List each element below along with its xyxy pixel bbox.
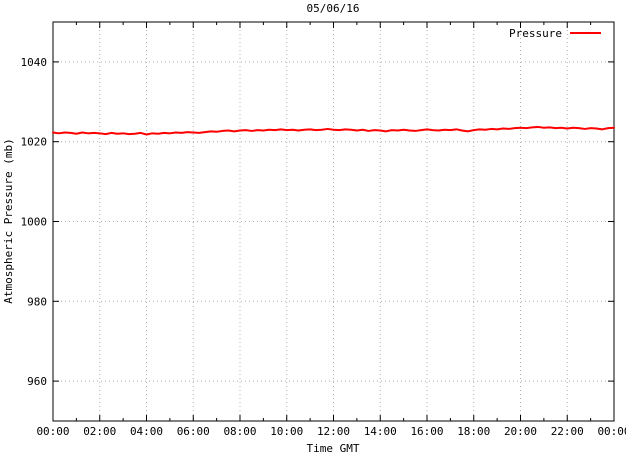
y-tick-label: 1040: [21, 56, 48, 69]
y-tick-label: 980: [27, 295, 47, 308]
x-tick-label: 02:00: [83, 425, 116, 438]
x-tick-label: 20:00: [504, 425, 537, 438]
x-tick-label: 08:00: [223, 425, 256, 438]
chart-title: 05/06/16: [307, 2, 360, 15]
x-tick-label: 16:00: [410, 425, 443, 438]
pressure-line: [52, 125, 615, 136]
x-tick-label: 10:00: [270, 425, 303, 438]
chart-generated-layer: 00:00 02:00 04:00 06:00 08:00 10:00 12:00 14:00…: [21, 21, 626, 438]
y-axis-label: Atmospheric Pressure (mb): [2, 138, 15, 304]
x-tick-label: 22:00: [551, 425, 584, 438]
x-tick-label: 06:00: [177, 425, 210, 438]
y-tick-label: 960: [27, 375, 47, 388]
x-tick-label: 04:00: [130, 425, 163, 438]
x-axis-label: Time GMT: [307, 442, 360, 455]
x-tick-label: 14:00: [364, 425, 397, 438]
x-tick-label: 12:00: [317, 425, 350, 438]
y-tick-label: 1020: [21, 136, 48, 149]
x-tick-label: 18:00: [457, 425, 490, 438]
x-tick-label: 00:00: [597, 425, 626, 438]
legend-label: Pressure: [509, 27, 562, 40]
x-tick-label: 00:00: [36, 425, 69, 438]
y-tick-label: 1000: [21, 216, 48, 229]
